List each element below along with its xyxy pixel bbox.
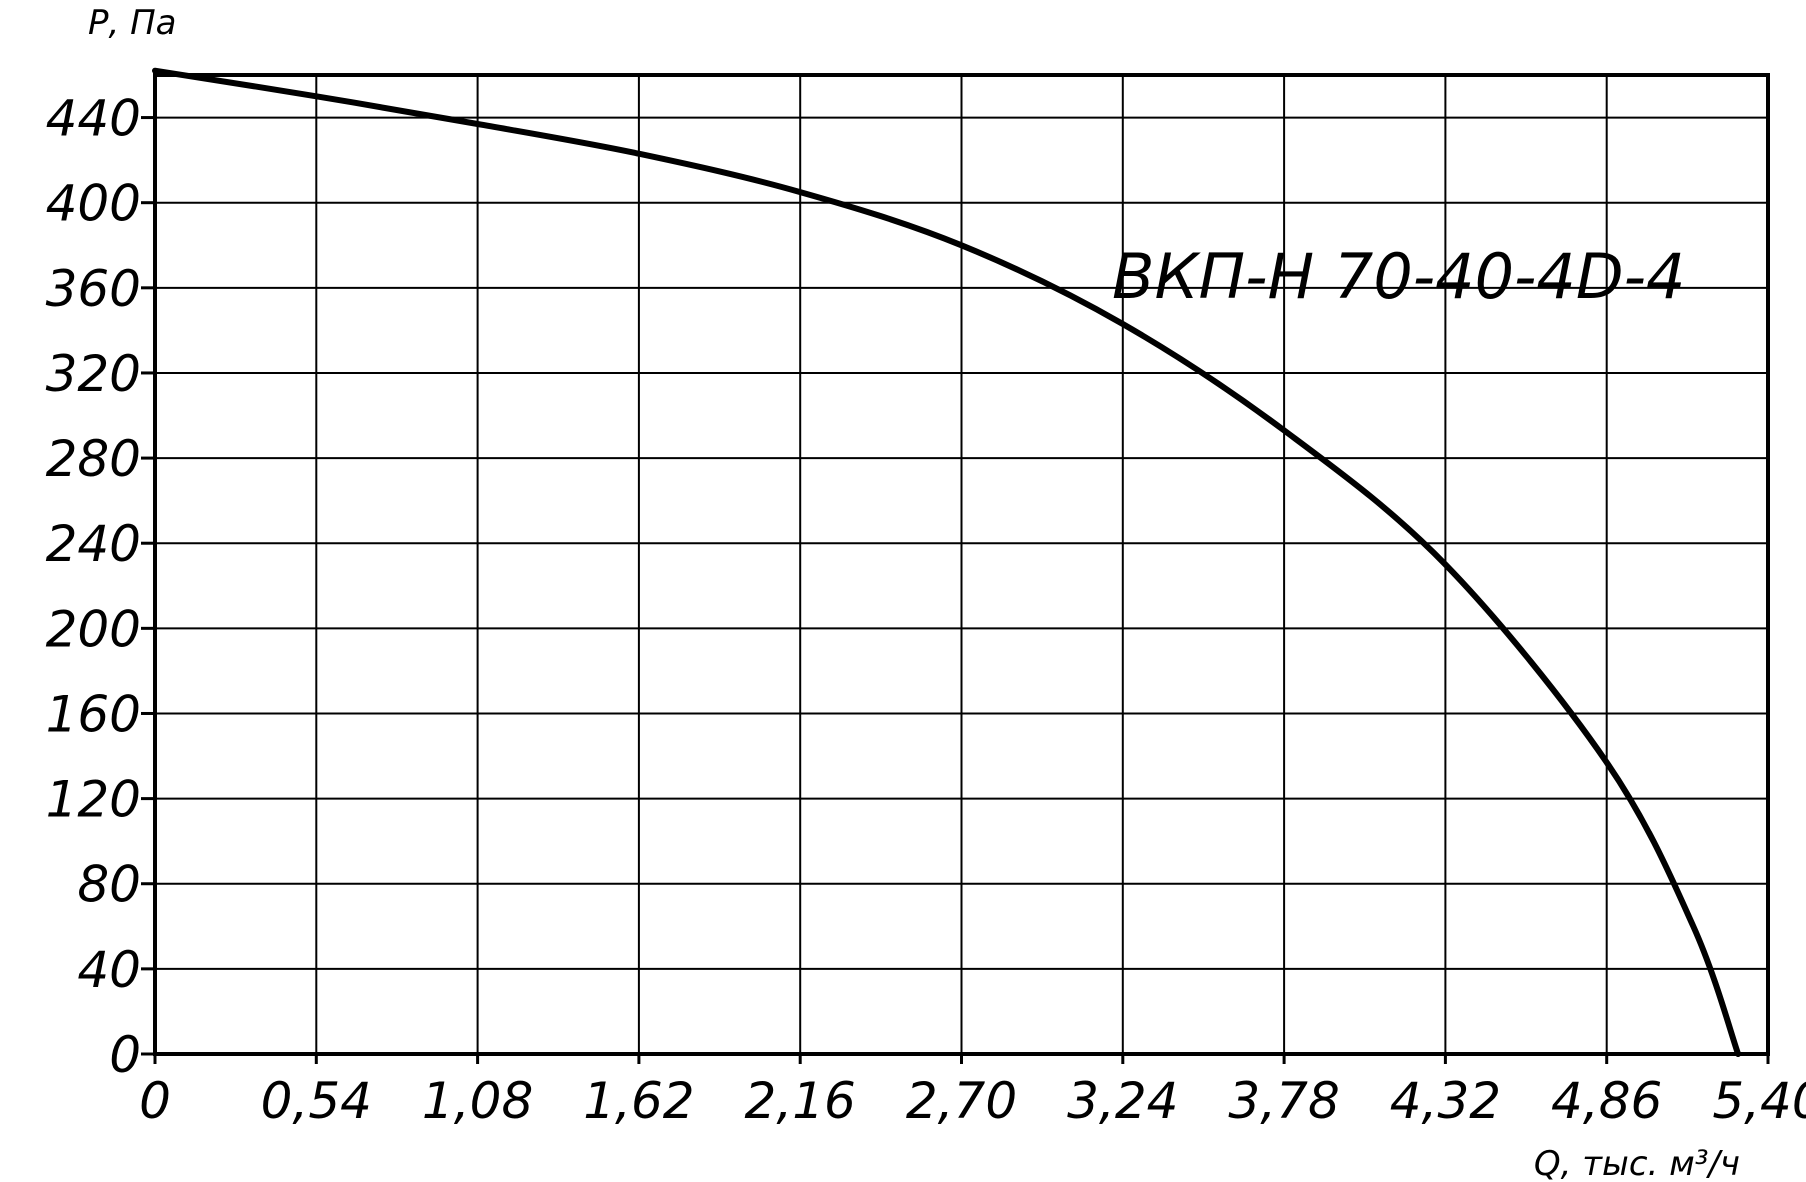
x-tick-label: 0,54 [261,1072,372,1130]
x-tick-label: 0 [139,1072,171,1130]
x-tick-label: 2,16 [745,1072,856,1130]
x-tick-label: 3,24 [1067,1072,1178,1130]
y-tick-label: 320 [46,345,141,403]
y-tick-label: 200 [46,600,141,658]
curves [152,67,1742,1057]
pressure-curve-line [152,67,1742,1057]
x-tick-label: 4,32 [1390,1072,1501,1130]
y-tick-label: 40 [77,941,141,999]
y-tick-label: 440 [46,90,141,148]
x-tick-label: 4,86 [1551,1072,1662,1130]
x-tick-label: 1,62 [583,1072,694,1130]
y-tick-label: 240 [46,515,141,573]
axis-ticks [141,116,1770,1064]
tick-labels: 0 0,54 1,08 1,62 2,16 2,70 3,24 3,78 4,32 4,86 5,4… [46,90,1806,1130]
model-annotation: ВКП-Н 70-40-4D-4 [1112,240,1685,313]
y-tick-label: 400 [46,175,141,233]
y-tick-label: 120 [46,771,141,829]
y-axis-label: Р, Па [88,3,177,43]
y-tick-label: 160 [46,685,141,743]
y-tick-label: 0 [109,1026,141,1084]
grid [155,75,1768,1054]
y-tick-label: 280 [46,430,141,488]
x-axis-label: Q, тыс. м³/ч [1534,1144,1740,1182]
x-tick-label: 3,78 [1228,1072,1339,1130]
x-tick-label: 5,40 [1712,1072,1806,1130]
y-tick-label: 80 [77,856,141,914]
y-tick-label: 360 [46,260,141,318]
x-tick-label: 1,08 [422,1072,533,1130]
x-tick-label: 2,70 [906,1072,1017,1130]
